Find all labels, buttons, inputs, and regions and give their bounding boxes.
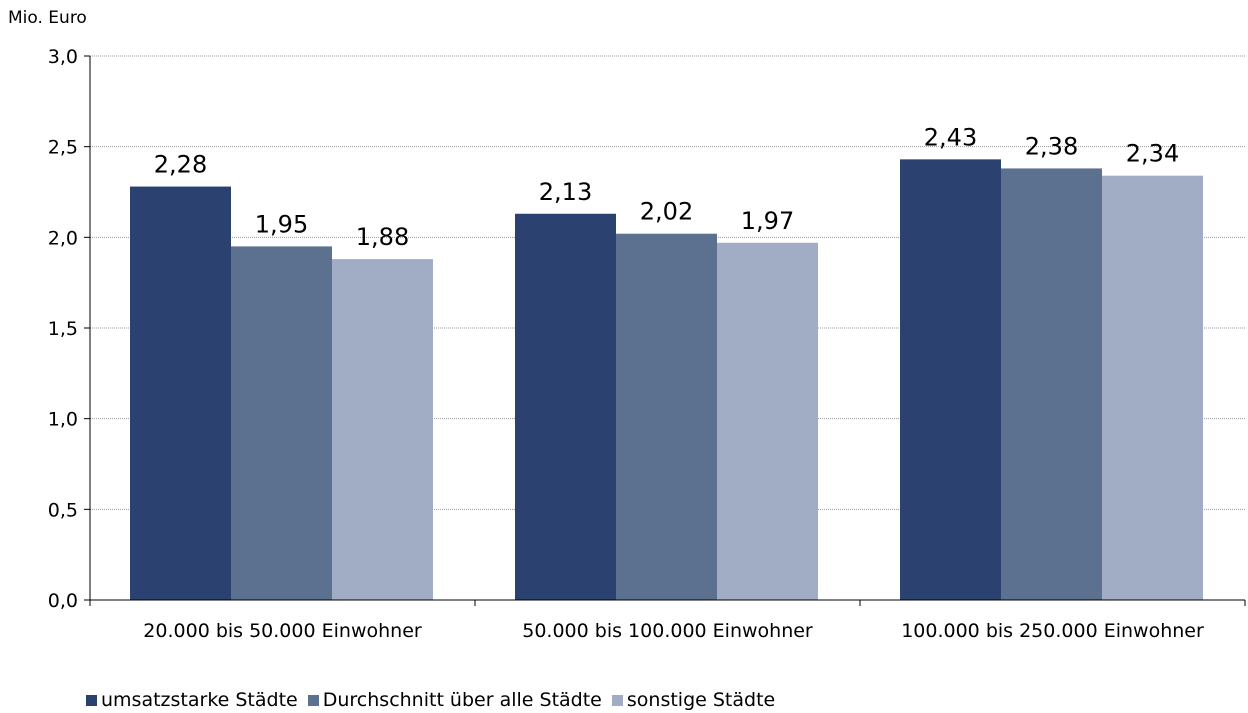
legend-item: Durchschnitt über alle Städte bbox=[307, 689, 602, 711]
y-tick-label: 0,5 bbox=[48, 499, 78, 521]
data-label: 1,95 bbox=[255, 210, 308, 238]
data-label: 2,02 bbox=[640, 198, 693, 226]
legend-swatch bbox=[86, 694, 97, 706]
data-label: 1,88 bbox=[356, 223, 409, 251]
y-tick-label: 0,0 bbox=[48, 590, 78, 612]
x-category-label: 50.000 bis 100.000 Einwohner bbox=[522, 620, 813, 642]
bar bbox=[515, 213, 616, 600]
legend-label: sonstige Städte bbox=[626, 689, 776, 711]
y-tick-label: 2,5 bbox=[48, 137, 78, 159]
x-category-label: 100.000 bis 250.000 Einwohner bbox=[901, 620, 1204, 642]
data-label: 2,34 bbox=[1126, 140, 1179, 168]
axes: 0,0 0,5 1,0 1,5 2,0 2,5 3,0 20.000 bis 50.000 E… bbox=[48, 46, 1246, 642]
data-label: 1,97 bbox=[741, 207, 794, 235]
bars bbox=[130, 159, 1203, 601]
y-tick-label: 1,5 bbox=[48, 318, 78, 340]
y-axis-unit-label: Mio. Euro bbox=[8, 8, 87, 28]
legend-swatch bbox=[307, 694, 319, 706]
bar bbox=[332, 259, 433, 600]
bar bbox=[616, 233, 717, 600]
legend-item: umsatzstarke Städte bbox=[86, 689, 298, 711]
legend-swatch bbox=[611, 694, 623, 706]
bar bbox=[130, 186, 231, 600]
data-label: 2,38 bbox=[1025, 132, 1078, 160]
legend: umsatzstarke Städte Durchschnitt über all… bbox=[86, 689, 785, 711]
data-label: 2,28 bbox=[154, 151, 207, 179]
bar bbox=[231, 246, 332, 600]
legend-label: umsatzstarke Städte bbox=[101, 689, 298, 711]
y-tick-label: 1,0 bbox=[48, 409, 78, 431]
y-tick-label: 3,0 bbox=[48, 46, 78, 68]
data-label: 2,43 bbox=[924, 123, 977, 151]
x-category-label: 20.000 bis 50.000 Einwohner bbox=[143, 620, 422, 642]
legend-label: Durchschnitt über alle Städte bbox=[322, 689, 602, 711]
y-tick-label: 2,0 bbox=[48, 227, 78, 249]
bar bbox=[717, 242, 818, 601]
bar bbox=[1102, 175, 1203, 600]
bar bbox=[1001, 168, 1102, 600]
bar bbox=[900, 159, 1001, 601]
data-label: 2,13 bbox=[539, 178, 592, 206]
legend-item: sonstige Städte bbox=[611, 689, 776, 711]
data-labels: 2,28 1,95 1,88 2,13 2,02 1,97 2,43 2,38 2,34 bbox=[154, 123, 1179, 251]
